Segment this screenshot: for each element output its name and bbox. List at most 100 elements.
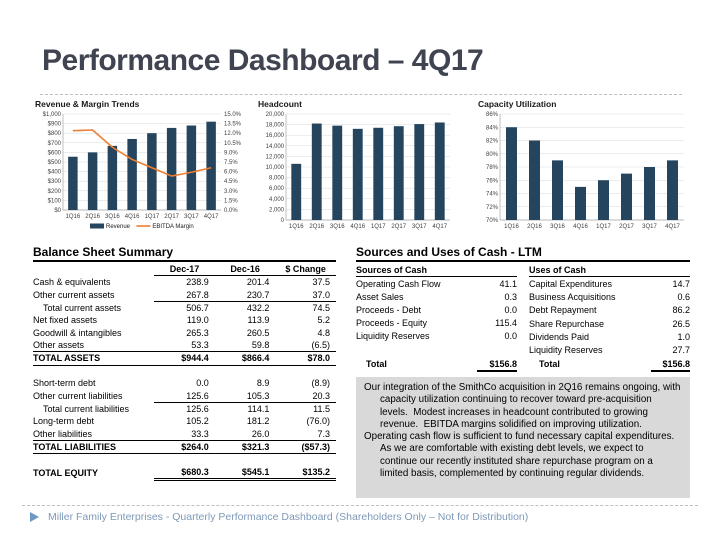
chart-headcount: Headcount 0 2,000 4,000 6,000 8,000 10,000 12,… xyxy=(256,99,456,232)
balance-sheet-row: Total current assets 506.7 432.2 74.5 xyxy=(43,302,330,313)
svg-text:$400: $400 xyxy=(48,170,62,176)
balance-sheet-section: Balance Sheet Summary Dec-17 Dec-16 $ Ch… xyxy=(33,245,336,481)
svg-text:4Q17: 4Q17 xyxy=(665,224,680,230)
svg-text:8,000: 8,000 xyxy=(269,176,285,182)
commentary-box: Our integration of the SmithCo acquisiti… xyxy=(356,377,690,498)
balance-sheet-row: TOTAL ASSETS $944.4 $866.4 $78.0 xyxy=(33,351,336,366)
svg-text:2,000: 2,000 xyxy=(269,207,285,213)
headcount-chart-canvas: 0 2,000 4,000 6,000 8,000 10,000 12,000 14,000 1… xyxy=(266,112,450,230)
svg-text:16,000: 16,000 xyxy=(266,133,285,139)
cash-flow-row: Liquidity Reserves 27.7 xyxy=(529,345,690,356)
svg-text:1Q17: 1Q17 xyxy=(371,224,386,230)
svg-text:2Q17: 2Q17 xyxy=(391,224,406,230)
legend: Revenue EBITDA Margin xyxy=(90,223,194,230)
column-header-change: $ Change xyxy=(275,263,336,276)
svg-text:6.0%: 6.0% xyxy=(224,170,238,176)
svg-text:3Q16: 3Q16 xyxy=(550,224,565,230)
balance-sheet-row: Net fixed assets 119.0 113.9 5.2 xyxy=(33,315,330,326)
svg-text:1Q16: 1Q16 xyxy=(66,214,81,220)
cash-flow-row: Asset Sales 0.3 xyxy=(356,291,517,302)
balance-sheet-heading: Balance Sheet Summary xyxy=(33,245,336,262)
cash-flow-row: Liquidity Reserves 0.0 xyxy=(356,331,517,342)
svg-text:4Q16: 4Q16 xyxy=(125,214,140,220)
spacer-row xyxy=(33,365,336,377)
svg-text:1.5%: 1.5% xyxy=(224,198,238,204)
svg-text:15.0%: 15.0% xyxy=(224,112,242,118)
footer-text: Miller Family Enterprises - Quarterly Pe… xyxy=(48,511,529,523)
svg-text:4Q17: 4Q17 xyxy=(204,214,219,220)
svg-text:10,000: 10,000 xyxy=(266,165,285,171)
balance-sheet-header-row: Dec-17 Dec-16 $ Change xyxy=(33,263,336,276)
svg-text:$0: $0 xyxy=(54,208,61,214)
cash-flow-row: Operating Cash Flow 41.1 xyxy=(356,278,517,289)
svg-text:14,000: 14,000 xyxy=(266,144,285,150)
svg-text:76%: 76% xyxy=(486,178,499,184)
cash-flow-total-row: Total $156.8 xyxy=(356,357,517,373)
svg-text:9.0%: 9.0% xyxy=(224,150,238,156)
uses-header: Uses of Cash xyxy=(529,263,690,277)
bars xyxy=(291,122,445,220)
balance-sheet-row: Short-term debt 0.0 8.9 (8.9) xyxy=(33,378,330,389)
chart-capacity-utilization: Capacity Utilization 70% 72% 74% 76% 78% 80% 8… xyxy=(476,99,690,232)
svg-text:13.5%: 13.5% xyxy=(224,122,242,128)
svg-text:74%: 74% xyxy=(486,192,499,198)
svg-text:4Q16: 4Q16 xyxy=(573,224,588,230)
chart-title-revenue-margin: Revenue & Margin Trends xyxy=(35,99,140,109)
cash-flow-total-row: Total $156.8 xyxy=(529,356,690,373)
balance-sheet-row: Goodwill & intangibles 265.3 260.5 4.8 xyxy=(33,327,330,338)
svg-text:1Q16: 1Q16 xyxy=(504,224,519,230)
cash-flow-section: Sources and Uses of Cash - LTM Sources o… xyxy=(356,245,690,373)
sources-body: Operating Cash Flow 41.1 Asset Sales 0.3 Pro… xyxy=(356,277,517,373)
svg-text:72%: 72% xyxy=(486,205,499,211)
svg-text:4.5%: 4.5% xyxy=(224,179,238,185)
svg-text:3Q17: 3Q17 xyxy=(184,214,199,220)
footer: Miller Family Enterprises - Quarterly Pe… xyxy=(30,511,528,523)
spacer-row xyxy=(33,454,336,466)
capacity-chart-canvas: 70% 72% 74% 76% 78% 80% 82% 84% 86% 1Q16 2Q16 3Q16 4… xyxy=(486,112,684,230)
svg-text:12.0%: 12.0% xyxy=(224,131,242,137)
x-axis-labels: 1Q16 2Q16 3Q16 4Q16 1Q17 2Q17 3Q17 4Q17 xyxy=(66,214,220,220)
bars xyxy=(68,121,216,210)
svg-text:1Q17: 1Q17 xyxy=(596,224,611,230)
x-axis-labels: 1Q16 2Q16 3Q16 4Q16 1Q17 2Q17 3Q17 4Q17 xyxy=(289,224,448,230)
svg-text:70%: 70% xyxy=(486,218,499,224)
svg-text:2Q16: 2Q16 xyxy=(85,214,100,220)
cash-flow-row: Business Acquisitions 0.6 xyxy=(529,291,690,302)
balance-sheet-row: TOTAL LIABILITIES $264.0 $321.3 ($57.3) xyxy=(33,439,336,455)
svg-text:Revenue: Revenue xyxy=(106,224,131,230)
svg-text:4Q16: 4Q16 xyxy=(350,224,365,230)
svg-text:4Q17: 4Q17 xyxy=(432,224,447,230)
balance-sheet-body: Cash & equivalents 238.9 201.4 37.5 Other cu… xyxy=(33,276,336,481)
balance-sheet-row: Other current assets 267.8 230.7 37.0 xyxy=(33,288,336,302)
right-axis-labels: 0.0% 1.5% 3.0% 4.5% 6.0% 7.5% 9.0% 10.5% 12.0% 13… xyxy=(224,112,242,214)
svg-text:3Q17: 3Q17 xyxy=(412,224,427,230)
svg-text:$200: $200 xyxy=(48,189,62,195)
svg-text:2Q17: 2Q17 xyxy=(164,214,179,220)
footer-divider xyxy=(22,505,698,506)
svg-text:6,000: 6,000 xyxy=(269,186,285,192)
commentary-paragraph: Our integration of the SmithCo acquisiti… xyxy=(364,382,684,430)
balance-sheet-row: Cash & equivalents 238.9 201.4 37.5 xyxy=(33,276,330,288)
svg-text:$900: $900 xyxy=(48,122,62,128)
svg-text:1Q16: 1Q16 xyxy=(289,224,304,230)
svg-text:78%: 78% xyxy=(486,165,499,171)
cash-flow-row: Proceeds - Debt 0.0 xyxy=(356,304,517,315)
sources-of-cash-table: Sources of Cash Operating Cash Flow 41.1 A… xyxy=(356,263,517,373)
balance-sheet-row: Long-term debt 105.2 181.2 (76.0) xyxy=(33,416,330,427)
revenue-margin-chart-canvas: $0 $100 $200 $300 $400 $500 $600 $700 $800 $900 $1… xyxy=(43,112,242,230)
chart-title-capacity: Capacity Utilization xyxy=(478,99,557,109)
svg-text:$1,000: $1,000 xyxy=(43,112,62,118)
svg-text:86%: 86% xyxy=(486,112,499,118)
footer-bullet-icon xyxy=(30,512,39,522)
title-divider xyxy=(40,94,682,95)
svg-text:4,000: 4,000 xyxy=(269,197,285,203)
svg-text:20,000: 20,000 xyxy=(266,112,285,118)
chart-revenue-margin-trends: Revenue & Margin Trends $0 $100 $200 $300 $4… xyxy=(33,99,251,232)
svg-text:$800: $800 xyxy=(48,131,62,137)
uses-header-row: Uses of Cash xyxy=(529,263,690,277)
commentary-paragraph: Operating cash flow is sufficient to fun… xyxy=(364,431,680,480)
svg-text:10.5%: 10.5% xyxy=(224,141,242,147)
sources-header-row: Sources of Cash xyxy=(356,263,517,277)
cash-flow-heading: Sources and Uses of Cash - LTM xyxy=(356,245,690,262)
sources-header: Sources of Cash xyxy=(356,263,517,277)
